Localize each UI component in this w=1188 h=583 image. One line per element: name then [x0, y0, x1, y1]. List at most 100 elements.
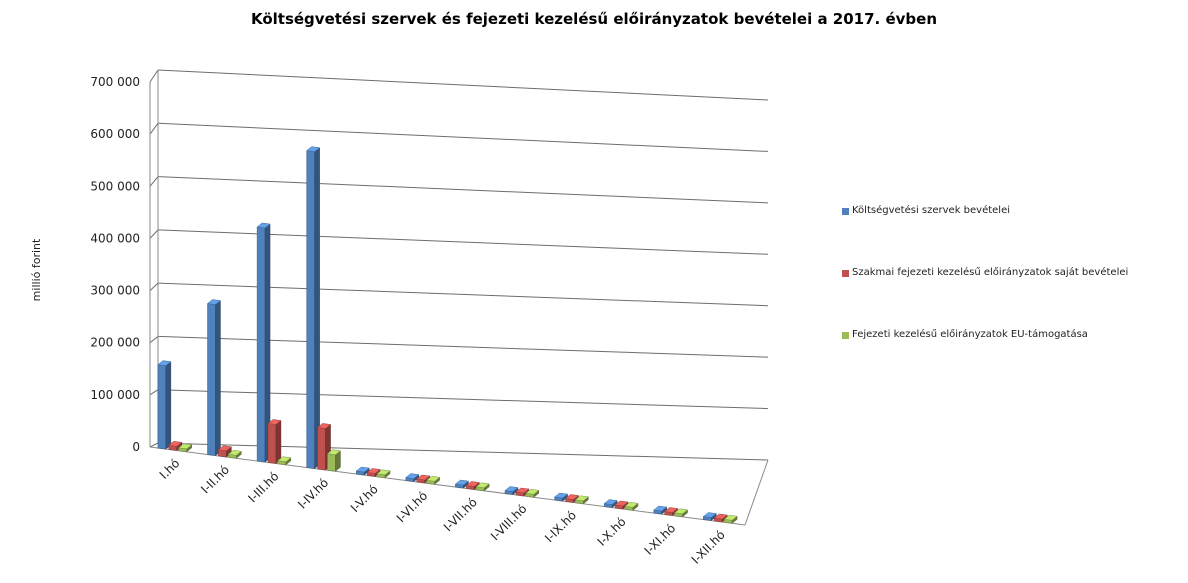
bar — [475, 482, 490, 492]
bar — [178, 443, 193, 453]
bar — [217, 445, 232, 458]
bar-side — [275, 419, 282, 465]
gridline — [157, 122, 769, 152]
bar-top — [454, 479, 469, 486]
x-tick-label: I-VIII.hó — [488, 502, 530, 544]
bar-top — [227, 450, 242, 456]
gridline-side — [149, 229, 159, 239]
bar — [713, 513, 728, 523]
y-tick-label: 0 — [132, 440, 140, 454]
y-tick-label: 700 000 — [90, 75, 140, 89]
bar — [168, 441, 183, 452]
bar-top — [603, 499, 618, 505]
x-axis-line — [149, 446, 746, 526]
y-tick-label: 300 000 — [90, 284, 140, 298]
bar-top — [525, 489, 540, 495]
gridline — [157, 282, 769, 307]
bar — [267, 419, 282, 465]
bar — [465, 481, 480, 491]
bar-top — [553, 492, 569, 499]
gridline-side — [149, 336, 159, 344]
y-tick-label: 100 000 — [90, 388, 140, 402]
bar — [426, 476, 441, 485]
bar — [416, 474, 431, 484]
bar-top — [316, 423, 332, 429]
bar-top — [614, 500, 629, 507]
gridline-side — [149, 122, 159, 135]
bar-top — [426, 476, 441, 482]
y-tick-label: 200 000 — [90, 336, 140, 350]
bar — [574, 495, 589, 505]
legend-swatch — [842, 270, 849, 277]
x-tick-label: I-XI.hó — [642, 521, 679, 558]
y-tick-label: 400 000 — [90, 231, 140, 245]
legend-label: Szakmai fejezeti kezelésű előirányzatok … — [852, 267, 1129, 278]
bar — [206, 299, 222, 457]
gridline — [157, 69, 769, 101]
bar — [553, 492, 569, 502]
axes — [149, 70, 769, 526]
x-tick-label: I-VI.hó — [394, 489, 431, 526]
legend-swatch — [842, 332, 849, 339]
bar — [376, 469, 391, 479]
bar-front — [317, 427, 326, 471]
bar-top — [574, 495, 589, 502]
bar-top — [713, 513, 728, 520]
bar-front — [267, 423, 277, 464]
legend-label: Fejezeti kezelésű előirányzatok EU-támog… — [852, 329, 1088, 340]
y-axis-title: millió forint — [30, 238, 43, 301]
x-tick-label: I.hó — [157, 456, 183, 482]
gridline — [157, 229, 769, 255]
bar-top — [277, 456, 292, 462]
bar-top — [673, 508, 689, 515]
gridline-side — [149, 282, 159, 291]
x-tick-label: I-IV.hó — [295, 476, 331, 512]
bar-top — [664, 507, 679, 513]
gridline-side — [149, 176, 159, 187]
bar-side — [165, 361, 172, 450]
bar — [624, 502, 639, 511]
bar-top — [355, 466, 370, 473]
gridline-side — [149, 442, 159, 448]
bar-top — [624, 502, 639, 508]
gridline — [157, 442, 769, 461]
bar — [614, 500, 629, 510]
bar-top — [326, 449, 342, 455]
bar-top — [504, 486, 519, 492]
bar-side — [314, 147, 320, 470]
bar — [277, 456, 292, 466]
bar — [454, 479, 469, 489]
bar-top — [564, 494, 580, 500]
bar — [515, 487, 530, 497]
bar — [355, 466, 370, 476]
x-tick-label: I-X.hó — [595, 515, 629, 549]
bar — [525, 489, 540, 498]
bar — [702, 512, 717, 522]
x-tick-label: I-XII.hó — [689, 528, 728, 567]
legend-label: Költségvetési szervek bevételei — [852, 205, 1011, 216]
gridline-side — [149, 389, 159, 396]
bar — [306, 146, 321, 470]
bar-top — [376, 469, 391, 476]
x-tick-label: I-III.hó — [245, 469, 281, 505]
x-tick-label: I-IX.hó — [542, 508, 579, 545]
bar-front — [327, 453, 336, 472]
bar-side — [215, 300, 221, 457]
y-tick-label: 600 000 — [90, 127, 140, 141]
bar-top — [168, 441, 183, 447]
gridlines — [149, 69, 769, 461]
bar-top — [416, 474, 431, 481]
bars — [157, 146, 738, 524]
y-tick-label: 500 000 — [90, 179, 140, 193]
bar-front — [207, 303, 216, 456]
bar — [723, 515, 738, 524]
bar-top — [178, 443, 193, 450]
bar-front — [306, 150, 315, 469]
bar-top — [405, 473, 420, 479]
bar — [673, 508, 689, 518]
x-tick-label: I-VII.hó — [441, 495, 480, 534]
bar-top — [465, 481, 480, 487]
bar — [227, 450, 242, 459]
bar-front — [256, 226, 266, 463]
